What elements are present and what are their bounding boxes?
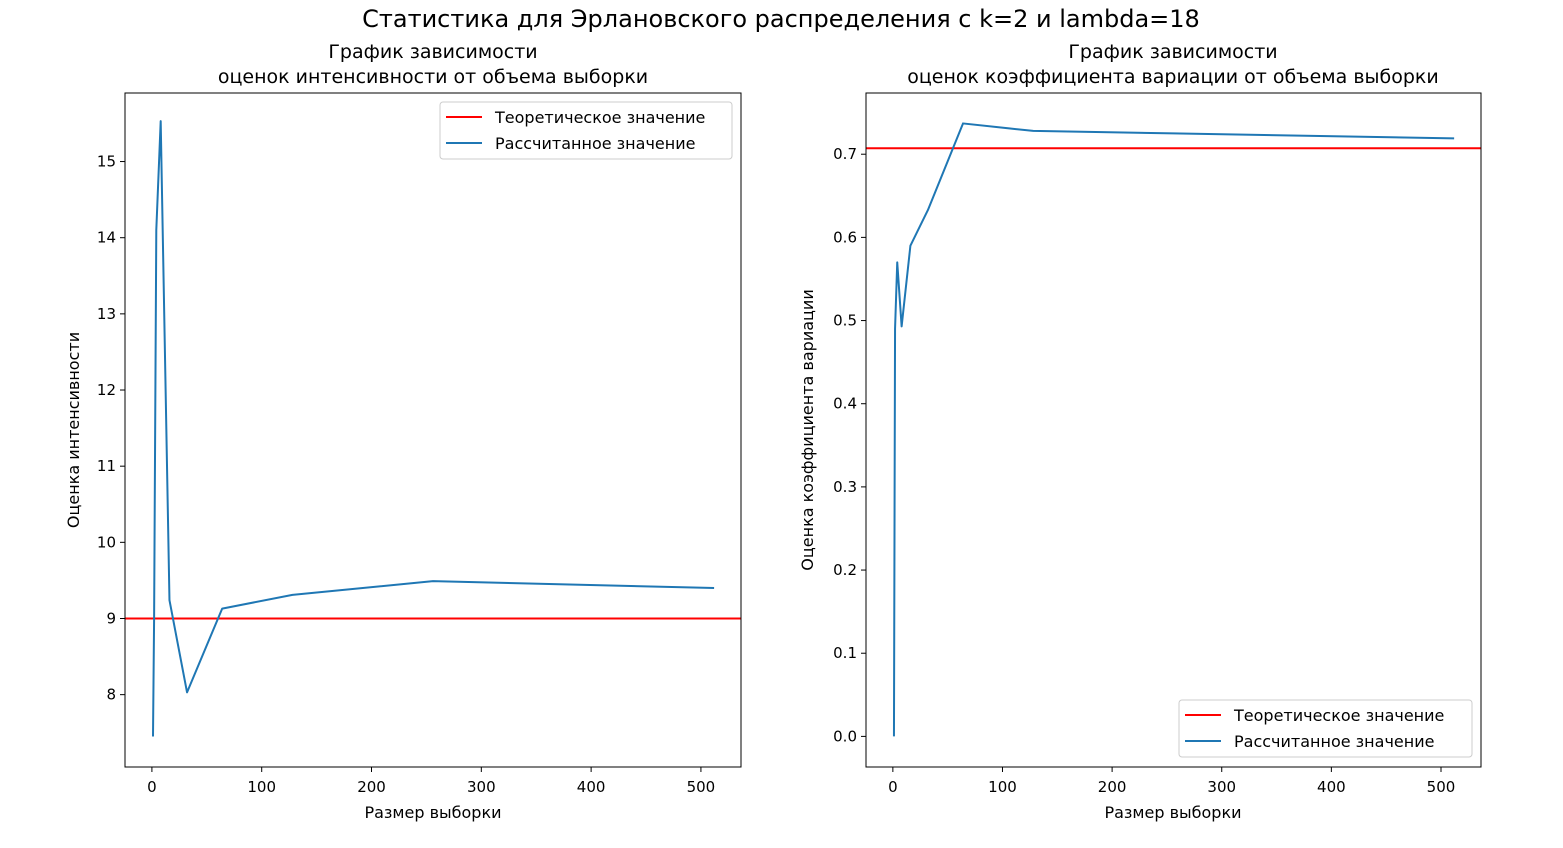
chart-variation-title-line1: График зависимости (1068, 41, 1277, 63)
chart-intensity-xtick-label: 0 (147, 778, 157, 796)
chart-variation-xtick-label: 200 (1098, 778, 1127, 796)
chart-variation-legend-label: Рассчитанное значение (1234, 732, 1434, 751)
chart-variation-legend: Теоретическое значение Рассчитанное значе… (1178, 699, 1473, 758)
chart-intensity-legend: Теоретическое значение Рассчитанное значе… (439, 101, 733, 160)
chart-intensity-legend-label: Теоретическое значение (494, 108, 705, 127)
chart-variation-ytick-label: 0.6 (833, 228, 857, 246)
chart-intensity-ytick-label: 12 (97, 381, 116, 399)
chart-intensity-xtick-label: 500 (687, 778, 716, 796)
chart-variation-legend-label: Теоретическое значение (1233, 706, 1444, 725)
chart-variation-ytick-label: 0.3 (833, 478, 857, 496)
chart-intensity-ytick-label: 15 (97, 153, 116, 171)
chart-variation-computed-line (892, 122, 1455, 737)
chart-variation-xlabel: Размер выборки (1104, 803, 1241, 822)
chart-variation-ylabel: Оценка коэффициента вариации (798, 289, 817, 570)
chart-variation: График зависимости оценок коэффициента в… (798, 41, 1482, 822)
chart-intensity-xlabel: Размер выборки (364, 803, 501, 822)
chart-intensity-axes-frame (124, 92, 742, 768)
chart-intensity-ytick-label: 13 (97, 305, 116, 323)
chart-variation-title-line2: оценок коэффициента вариации от объема в… (907, 66, 1439, 88)
chart-intensity-xtick-label: 400 (577, 778, 606, 796)
figure-suptitle: Статистика для Эрлановского распределени… (362, 5, 1200, 33)
chart-variation-axes-frame (865, 92, 1482, 768)
chart-intensity-plot: 0 100 200 300 400 500 8 9 10 11 12 13 14 15 (97, 92, 742, 796)
chart-intensity-ytick-label: 8 (106, 686, 116, 704)
chart-variation-xtick-label: 100 (988, 778, 1017, 796)
chart-variation-legend-box (1178, 699, 1473, 758)
chart-intensity: График зависимости оценок интенсивности … (64, 41, 742, 822)
chart-intensity-ytick-label: 9 (106, 609, 116, 627)
chart-variation-plot: 0 100 200 300 400 500 0.0 0.1 0.2 0.3 0.4 0.5 0.6 0.7 (833, 92, 1482, 796)
chart-variation-xtick-label: 0 (888, 778, 898, 796)
chart-intensity-xtick-label: 300 (467, 778, 496, 796)
chart-intensity-ytick-label: 11 (97, 457, 116, 475)
chart-intensity-legend-box (439, 101, 733, 160)
chart-intensity-xtick-label: 100 (247, 778, 276, 796)
chart-variation-ytick-label: 0.4 (833, 395, 857, 413)
chart-variation-ytick-label: 0.7 (833, 145, 857, 163)
chart-intensity-title-line2: оценок интенсивности от объема выборки (218, 66, 648, 88)
chart-variation-ytick-label: 0.0 (833, 727, 857, 745)
chart-variation-xtick-label: 300 (1207, 778, 1236, 796)
chart-variation-xtick-label: 400 (1317, 778, 1346, 796)
chart-intensity-ytick-label: 14 (97, 229, 116, 247)
chart-variation-ytick-label: 0.2 (833, 561, 857, 579)
chart-variation-ytick-label: 0.5 (833, 312, 857, 330)
chart-intensity-title-line1: График зависимости (328, 41, 537, 63)
chart-intensity-xtick-label: 200 (357, 778, 386, 796)
chart-intensity-ylabel: Оценка интенсивности (64, 332, 83, 528)
chart-variation-xtick-label: 500 (1427, 778, 1456, 796)
chart-intensity-ytick-label: 10 (97, 533, 116, 551)
chart-variation-ytick-label: 0.1 (833, 644, 857, 662)
chart-intensity-legend-label: Рассчитанное значение (495, 134, 695, 153)
chart-intensity-computed-line (152, 120, 715, 737)
